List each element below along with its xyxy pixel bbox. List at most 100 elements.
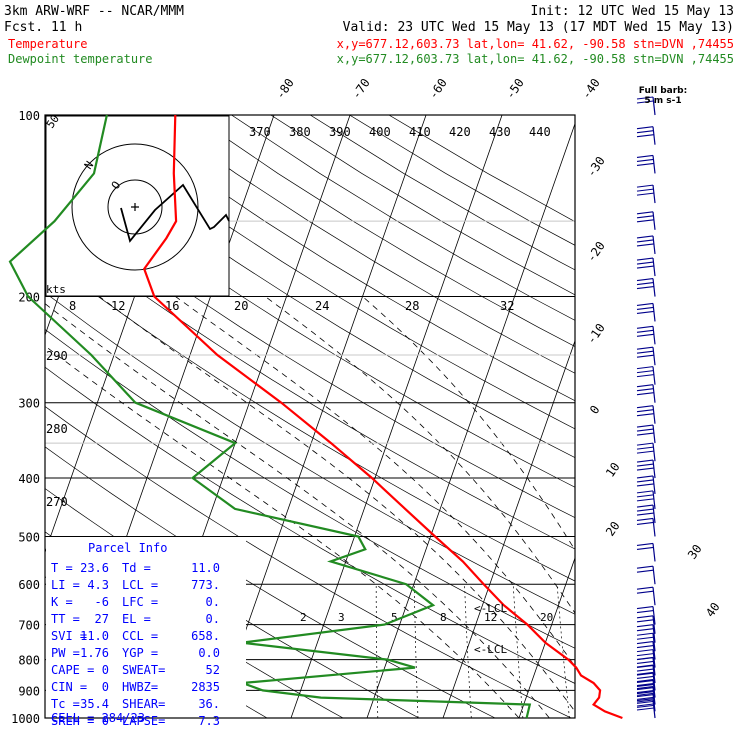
parcel-info-label: Td = bbox=[122, 561, 151, 575]
hodograph-x-labels: 8 12 16 20 24 28 32 bbox=[69, 299, 514, 313]
theta-label: 420 bbox=[449, 125, 471, 139]
parcel-info-value: 0 bbox=[102, 663, 109, 677]
dry-adiabat-line bbox=[45, 154, 575, 488]
parcel-info-value: 11.0 bbox=[191, 561, 220, 575]
parcel-info-label: SHEAR= bbox=[122, 697, 165, 711]
legend-dewpoint: Dewpoint temperature bbox=[8, 52, 153, 66]
dry-adiabat-line bbox=[45, 366, 575, 684]
valid-time: Valid: 23 UTC Wed 15 May 13 (17 MDT Wed … bbox=[343, 20, 734, 35]
parcel-info-value: 0.0 bbox=[198, 646, 220, 660]
wind-barb bbox=[636, 184, 656, 204]
parcel-info-value: 2835 bbox=[191, 680, 220, 694]
wind-barb bbox=[636, 302, 656, 322]
moist-adiabat-line bbox=[45, 303, 550, 718]
parcel-info-label: LCL = bbox=[122, 578, 158, 592]
parcel-info-background bbox=[46, 537, 246, 717]
temperature-profile bbox=[142, 114, 623, 720]
wind-barb bbox=[636, 649, 656, 668]
wind-barb bbox=[636, 517, 656, 537]
parcel-info-label: LFC = bbox=[122, 595, 158, 609]
parcel-info-title: Parcel Info bbox=[88, 541, 167, 555]
theta-label: 380 bbox=[289, 125, 311, 139]
mixing-ratio-label: 20 bbox=[540, 611, 553, 624]
parcel-info-value: 0. bbox=[206, 612, 220, 626]
theta-e-label: 290 bbox=[46, 349, 68, 363]
hodograph-x-label: 32 bbox=[500, 299, 514, 313]
mixing-ratio-line bbox=[464, 584, 472, 718]
barb-legend-unit: 5 m s-1 bbox=[644, 96, 681, 106]
hodograph-x-label: 8 bbox=[69, 299, 76, 313]
dry-adiabat-line bbox=[45, 187, 575, 519]
parcel-info-label: LAPSE= bbox=[122, 714, 165, 728]
parcel-info-label: CCL = bbox=[122, 629, 158, 643]
parcel-info-value: 36. bbox=[198, 697, 220, 711]
wind-barbs bbox=[636, 96, 656, 719]
theta-label: 400 bbox=[369, 125, 391, 139]
pressure-tick-label: 1000 bbox=[11, 712, 40, 726]
wind-barb bbox=[636, 277, 656, 297]
legend-temperature-info: x,y=677.12,603.73 lat,lon= 41.62, -90.58… bbox=[337, 37, 734, 51]
wind-barb bbox=[636, 686, 656, 705]
wind-barb bbox=[636, 346, 656, 366]
wind-barb bbox=[636, 442, 656, 462]
hodograph-center-icon bbox=[131, 203, 139, 211]
parcel-info-value: 27 bbox=[95, 612, 109, 626]
hodograph-ring-label: 50 bbox=[44, 112, 62, 130]
hodograph-x-label: 20 bbox=[234, 299, 248, 313]
wind-barb bbox=[636, 504, 656, 524]
parcel-info-label: HWBZ= bbox=[122, 680, 158, 694]
dry-adiabat-line bbox=[113, 115, 575, 402]
mixing-ratio-label: 12 bbox=[484, 611, 497, 624]
dry-adiabat-line bbox=[45, 221, 575, 550]
wind-barb bbox=[636, 325, 656, 345]
init-time: Init: 12 UTC Wed 15 May 13 bbox=[531, 4, 735, 19]
parcel-info-label: K = bbox=[51, 595, 73, 609]
wind-barb bbox=[636, 459, 656, 479]
isotherm-label: 10 bbox=[603, 460, 623, 480]
pressure-tick-label: 700 bbox=[18, 619, 40, 633]
pressure-tick-label: 400 bbox=[18, 472, 40, 486]
theta-e-labels: 290 280 270 bbox=[46, 349, 68, 509]
parcel-info-label: YGP = bbox=[122, 646, 158, 660]
wind-barb bbox=[636, 154, 656, 174]
mixing-ratio-labels: 2 3 5 8 12 20 bbox=[300, 611, 553, 624]
dry-adiabat-line bbox=[45, 122, 575, 459]
wind-barb bbox=[636, 692, 656, 712]
parcel-info-value: 35.4 bbox=[80, 697, 109, 711]
wind-barb bbox=[636, 679, 656, 698]
wind-barb bbox=[636, 366, 656, 385]
parcel-info-value: 23.6 bbox=[80, 561, 109, 575]
parcel-info-value: 7.3 bbox=[198, 714, 220, 728]
model-title: 3km ARW-WRF -- NCAR/MMM bbox=[4, 4, 184, 19]
wind-barb bbox=[636, 632, 656, 652]
parcel-info-value: 0 bbox=[102, 714, 109, 728]
isotherm-line bbox=[290, 115, 503, 718]
mixing-ratio-line bbox=[512, 584, 524, 718]
pressure-tick-label: 900 bbox=[18, 684, 40, 698]
dry-adiabat-line bbox=[73, 115, 575, 430]
parcel-info-rows: T = 23.6 Td = 11.0 LI = 4.3 LCL = 773. K = -6 LFC … bbox=[51, 561, 220, 728]
hodograph-ring-outer bbox=[71, 143, 199, 271]
pressure-tick-label: 300 bbox=[18, 397, 40, 411]
parcel-info-panel: Parcel Info T = 23.6 Td = 11.0 LI = 4.3 LCL = 7… bbox=[46, 537, 246, 728]
parcel-info-label: SREH = bbox=[51, 714, 94, 728]
parcel-info-label: Tc = bbox=[51, 697, 80, 711]
parcel-info-value: 0 bbox=[102, 680, 109, 694]
wind-barb bbox=[636, 641, 656, 660]
parcel-info-value: 658. bbox=[191, 629, 220, 643]
plot-frame bbox=[44, 114, 576, 719]
lcl-marker-surface: <-LCL bbox=[474, 643, 507, 656]
isotherm-label: 20 bbox=[603, 519, 623, 539]
wind-barb bbox=[636, 96, 656, 116]
pressure-tick-label: 800 bbox=[18, 654, 40, 668]
theta-e-label: 280 bbox=[46, 422, 68, 436]
barb-legend-title: Full barb: bbox=[639, 86, 687, 96]
parcel-info-value: 52 bbox=[206, 663, 220, 677]
wind-barb bbox=[636, 699, 656, 719]
hodograph-x-label: 24 bbox=[315, 299, 329, 313]
isotherm-line bbox=[442, 339, 575, 718]
legend-temperature: Temperature bbox=[8, 37, 87, 51]
parcel-info-label: PW = bbox=[51, 646, 80, 660]
hodograph-trace bbox=[120, 183, 230, 243]
isotherm-line bbox=[518, 556, 575, 718]
